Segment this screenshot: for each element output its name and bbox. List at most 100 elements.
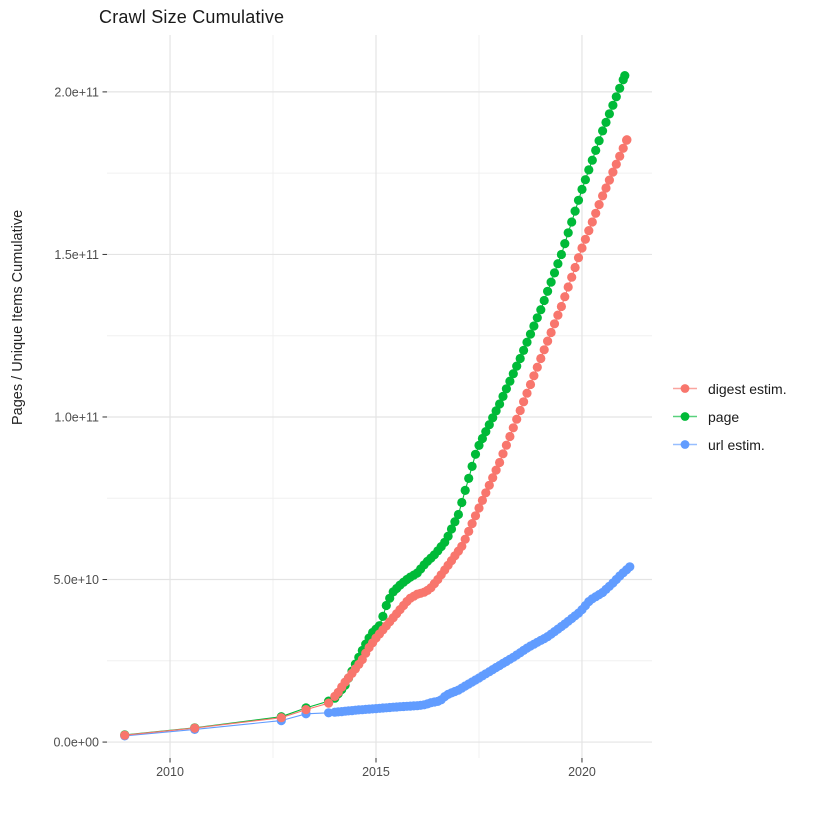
data-point-digest-estim <box>580 234 591 244</box>
data-point-page <box>498 391 508 401</box>
data-point-digest-estim <box>484 480 494 490</box>
data-point-page <box>495 399 505 409</box>
legend-item-digest-estim: digest estim. <box>672 379 787 398</box>
data-point-page <box>608 100 618 110</box>
data-point-page <box>508 369 518 379</box>
data-point-digest-estim <box>591 208 601 218</box>
data-point-digest-estim <box>556 301 567 312</box>
data-point-digest-estim <box>481 488 491 498</box>
data-point-digest-estim <box>615 151 625 161</box>
data-point-digest-estim <box>570 262 580 273</box>
data-point-page <box>460 485 470 495</box>
data-point-page <box>470 449 481 459</box>
data-point-digest-estim <box>594 200 604 210</box>
data-point-page <box>515 353 525 364</box>
data-point-digest-estim <box>543 336 553 346</box>
data-point-digest-estim <box>546 327 556 338</box>
data-point-digest-estim <box>573 253 584 263</box>
data-point-page <box>620 71 630 81</box>
data-point-page <box>563 228 573 238</box>
data-point-digest-estim <box>567 272 577 282</box>
y-tick-label: 1.5e+11 <box>54 248 99 262</box>
data-point-digest-estim <box>505 431 515 442</box>
data-point-page <box>443 531 453 541</box>
legend-label: digest estim. <box>708 380 787 397</box>
data-point-digest-estim <box>464 526 474 537</box>
data-point-page <box>532 313 542 323</box>
data-point-page <box>560 239 570 249</box>
data-point-page <box>567 217 577 227</box>
data-point-page <box>573 195 584 205</box>
data-point-page <box>481 427 491 437</box>
legend-key-digest-icon <box>673 384 697 393</box>
data-point-page <box>553 259 563 269</box>
legend-item-page: page <box>672 407 787 426</box>
data-point-page <box>529 321 539 331</box>
data-point-page <box>381 600 391 611</box>
data-point-page <box>584 165 594 175</box>
data-point-digest-estim <box>190 723 200 733</box>
data-point-digest-estim <box>560 292 570 302</box>
data-point-digest-estim <box>604 175 615 185</box>
data-point-digest-estim <box>539 345 549 355</box>
x-tick-label: 2010 <box>156 765 184 779</box>
data-point-page <box>598 126 608 136</box>
data-point-page <box>501 384 511 394</box>
legend-label: url estim. <box>708 436 765 453</box>
legend-key-url-icon <box>673 440 697 449</box>
plot-title: Crawl Size Cumulative <box>99 7 285 27</box>
data-point-digest-estim <box>495 457 505 468</box>
data-point-digest-estim <box>598 191 608 201</box>
legend-label: page <box>708 408 740 425</box>
data-point-digest-estim <box>501 440 511 450</box>
legend: digest estim. page url estim. <box>672 379 787 454</box>
y-tick-label: 0.0e+00 <box>53 736 99 750</box>
data-point-page <box>580 175 591 185</box>
data-point-page <box>577 184 587 194</box>
data-point-page <box>457 497 467 508</box>
data-point-page <box>446 524 457 534</box>
data-point-page <box>519 345 529 355</box>
data-point-digest-estim <box>457 541 467 551</box>
y-axis-title: Pages / Unique Items Cumulative <box>10 209 26 425</box>
data-point-digest-estim <box>587 217 597 227</box>
data-point-page <box>488 413 498 423</box>
data-point-page <box>546 277 556 287</box>
data-point-page <box>525 329 536 339</box>
data-point-page <box>594 136 604 146</box>
legend-key-page-icon <box>673 412 697 421</box>
data-point-page <box>591 145 601 155</box>
data-point-page <box>522 337 532 347</box>
data-point-digest-estim <box>491 465 501 475</box>
data-point-page <box>450 517 460 527</box>
data-point-digest-estim <box>477 495 487 505</box>
data-point-digest-estim <box>622 135 632 145</box>
x-tick-label: 2015 <box>362 765 390 779</box>
data-point-page <box>543 286 553 296</box>
data-point-url-estim <box>625 562 635 572</box>
data-point-digest-estim <box>467 519 477 529</box>
data-point-digest-estim <box>488 473 498 483</box>
data-point-digest-estim <box>549 319 560 329</box>
data-point-digest-estim <box>532 362 542 372</box>
data-point-page <box>467 461 477 471</box>
data-point-digest-estim <box>553 310 563 320</box>
data-point-digest-estim <box>529 371 539 381</box>
legend-item-url-estim: url estim. <box>672 435 787 454</box>
data-point-digest-estim <box>498 449 508 459</box>
y-tick-label: 1.0e+11 <box>54 410 99 424</box>
data-point-page <box>505 376 515 386</box>
data-point-digest-estim <box>584 226 594 236</box>
data-point-page <box>556 249 567 260</box>
data-point-page <box>611 92 621 102</box>
data-point-digest-estim <box>276 713 286 723</box>
data-point-digest-estim <box>519 397 529 407</box>
data-point-page <box>484 420 494 430</box>
data-point-digest-estim <box>512 414 522 424</box>
data-point-digest-estim <box>618 143 628 153</box>
data-point-digest-estim <box>577 243 587 253</box>
data-point-digest-estim <box>120 730 130 740</box>
data-point-digest-estim <box>508 423 518 433</box>
data-point-page <box>512 361 522 371</box>
data-point-digest-estim <box>301 705 311 715</box>
